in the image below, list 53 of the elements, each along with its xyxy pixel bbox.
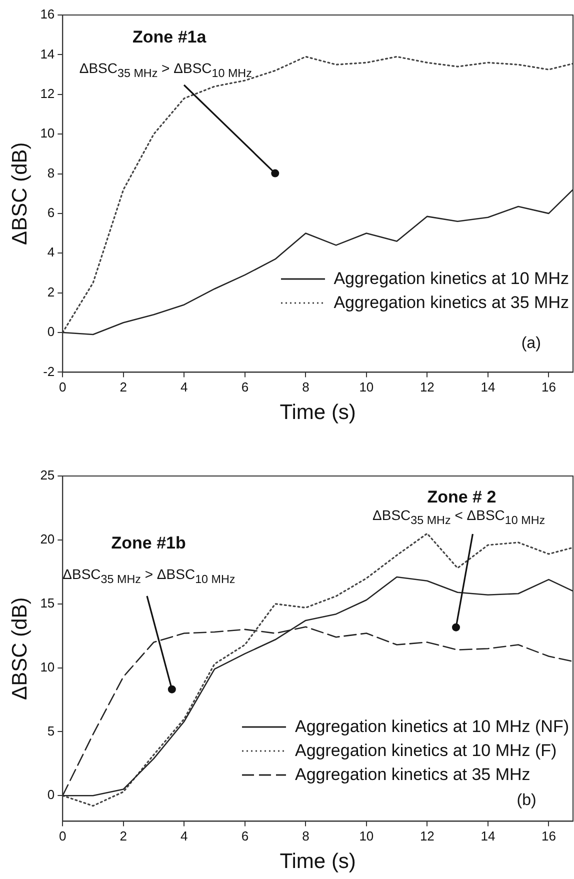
x-tick-label: 0 (59, 380, 66, 395)
annotation: ΔBSC$_{35 MHz}$ < ΔBSC$_{10 MHz}$ (372, 507, 546, 528)
legend-label: Aggregation kinetics at 35 MHz (334, 292, 569, 313)
x-tick-label: 12 (420, 828, 434, 844)
y-tick-label: 20 (40, 532, 55, 547)
annotation: Zone #1b (111, 533, 186, 554)
legend-label: Aggregation kinetics at 10 MHz (334, 268, 569, 289)
x-tick-label: 8 (302, 828, 310, 844)
y-tick-label: 10 (40, 659, 55, 674)
y-axis-title: ΔBSC (dB) (8, 597, 32, 700)
x-tick-label: 4 (180, 380, 188, 395)
y-tick-label: 14 (40, 46, 55, 62)
y-axis-title: ΔBSC (dB) (8, 142, 32, 245)
y-tick-label: 12 (40, 86, 55, 101)
legend-label: Aggregation kinetics at 10 MHz (NF) (295, 716, 569, 737)
x-axis-title: Time (s) (280, 850, 356, 874)
x-tick-label: 2 (120, 380, 128, 395)
y-tick-label: 0 (47, 787, 55, 802)
y-tick-label: 6 (47, 205, 55, 220)
x-tick-label: 14 (480, 380, 496, 395)
x-tick-label: 8 (302, 380, 310, 395)
x-tick-label: 10 (359, 828, 374, 844)
annotation: ΔBSC$_{35 MHz}$ > ΔBSC$_{10 MHz}$ (62, 566, 236, 587)
annotation: Zone # 2 (427, 487, 496, 508)
x-tick-label: 0 (59, 828, 66, 844)
legend-label: Aggregation kinetics at 10 MHz (F) (295, 740, 557, 761)
y-tick-label: 10 (40, 126, 55, 141)
y-tick-label: 8 (47, 165, 55, 180)
x-tick-label: 14 (480, 828, 496, 844)
y-tick-label: 5 (47, 723, 55, 738)
line-series (62, 56, 573, 334)
y-tick-label: 0 (47, 324, 55, 340)
y-tick-label: 16 (40, 6, 55, 22)
x-tick-label: 10 (359, 380, 374, 395)
x-tick-label: 2 (120, 828, 128, 844)
y-tick-label: 25 (40, 468, 55, 483)
x-tick-label: 4 (180, 828, 188, 844)
annotation: Zone #1a (132, 27, 206, 48)
x-tick-label: 6 (241, 828, 249, 844)
annotation: (b) (516, 792, 536, 810)
y-tick-label: 2 (47, 284, 55, 300)
annotation: ΔBSC$_{35 MHz}$ > ΔBSC$_{10 MHz}$ (79, 60, 252, 80)
x-axis-title: Time (s) (280, 401, 356, 424)
annotation: (a) (521, 336, 541, 354)
line-series (62, 532, 573, 807)
x-tick-label: 12 (420, 380, 434, 395)
x-tick-label: 16 (541, 828, 556, 844)
y-tick-label: 4 (47, 244, 55, 260)
y-tick-label: -2 (43, 364, 55, 379)
x-tick-label: 16 (541, 380, 556, 395)
x-tick-label: 6 (241, 380, 249, 395)
legend-label: Aggregation kinetics at 35 MHz (295, 764, 530, 785)
y-tick-label: 15 (40, 595, 55, 610)
